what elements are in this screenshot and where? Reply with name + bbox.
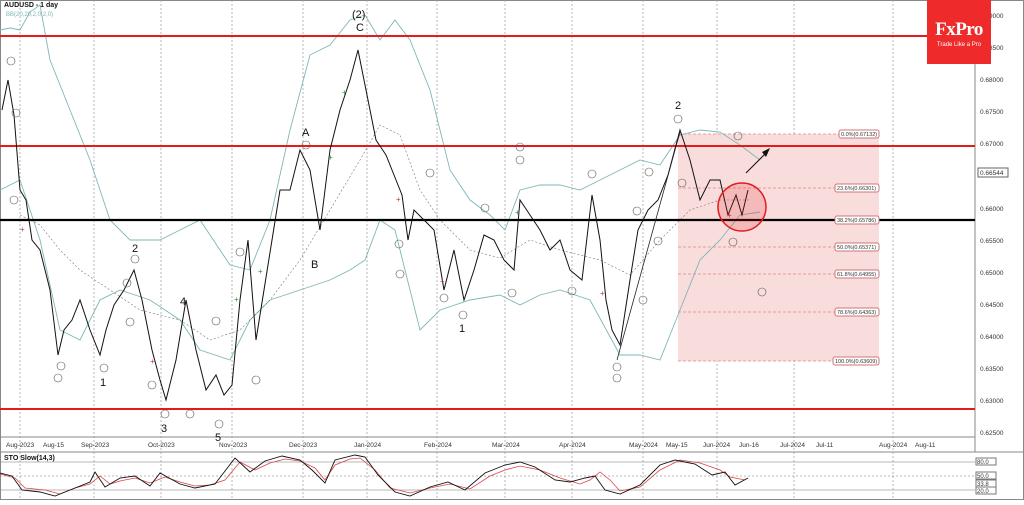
svg-text:May-15: May-15: [666, 442, 688, 449]
fib-level-labels: 0.0%(0.67132) 23.6%(0.66301) 38.2%(0.657…: [832, 129, 880, 366]
svg-text:Aug-2024: Aug-2024: [879, 442, 908, 449]
svg-text:0.69000: 0.69000: [980, 13, 1004, 20]
svg-text:78.6%(0.64363): 78.6%(0.64363): [837, 310, 876, 316]
svg-text:0.65000: 0.65000: [980, 270, 1004, 277]
svg-text:B: B: [311, 259, 318, 271]
svg-text:0.65500: 0.65500: [980, 238, 1004, 245]
arrow-head-icon: [762, 148, 770, 157]
svg-text:Apr-2024: Apr-2024: [559, 442, 586, 449]
candlestick-series: [1, 49, 749, 402]
buy-signal-icons: + + + + +: [234, 88, 520, 304]
svg-text:May-2024: May-2024: [629, 442, 658, 449]
logo-brand: FxPro: [935, 19, 983, 40]
svg-text:0.66000: 0.66000: [980, 206, 1004, 213]
svg-text:+: +: [515, 208, 520, 217]
current-price-badge: [977, 167, 1009, 178]
svg-text:+: +: [328, 153, 333, 162]
svg-text:Nov-2023: Nov-2023: [219, 442, 248, 449]
chart-title: AUDUSD - 1 day: [4, 2, 59, 9]
svg-text:A: A: [302, 127, 310, 139]
svg-text:+: +: [440, 277, 445, 286]
svg-text:0.63000: 0.63000: [980, 398, 1004, 405]
svg-text:Aug-2023: Aug-2023: [6, 442, 35, 449]
svg-text:0.62500: 0.62500: [980, 430, 1004, 437]
svg-text:0.63500: 0.63500: [980, 366, 1004, 373]
indicator-label: BB(20,20,2,0,2,0): [6, 12, 54, 18]
svg-text:33.8: 33.8: [977, 482, 989, 488]
svg-text:0.67000: 0.67000: [980, 141, 1004, 148]
svg-text:2: 2: [132, 243, 138, 255]
date-gridlines: [19, 0, 894, 500]
svg-text:0.66544: 0.66544: [980, 170, 1004, 177]
svg-text:Jul-11: Jul-11: [816, 442, 834, 449]
svg-text:Oct-2023: Oct-2023: [148, 442, 175, 449]
svg-text:1: 1: [100, 377, 106, 389]
wave-lines: [616, 131, 681, 361]
sell-signal-icons: + + + + + +: [20, 195, 732, 366]
svg-text:0.68000: 0.68000: [980, 77, 1004, 84]
svg-text:0.0%(0.67132): 0.0%(0.67132): [841, 132, 877, 138]
fxpro-logo: FxPro Trade Like a Pro: [927, 0, 991, 64]
svg-text:+: +: [727, 211, 732, 220]
svg-text:+: +: [20, 225, 25, 234]
svg-text:Feb-2024: Feb-2024: [424, 442, 452, 449]
svg-text:23.6%(0.66301): 23.6%(0.66301): [837, 186, 876, 192]
svg-text:50.0%(0.65371): 50.0%(0.65371): [837, 245, 876, 251]
svg-text:0.68500: 0.68500: [980, 45, 1004, 52]
trend-arrow: [745, 152, 767, 174]
svg-text:Mar-2024: Mar-2024: [492, 442, 520, 449]
focus-circle: [717, 182, 767, 232]
svg-text:20.0: 20.0: [977, 489, 989, 495]
wave-labels: (2)C A B 2 4 1 3 5 1 2: [100, 9, 681, 444]
svg-text:100.0%(0.63609): 100.0%(0.63609): [835, 359, 877, 365]
svg-text:0.64000: 0.64000: [980, 334, 1004, 341]
svg-text:38.2%(0.65786): 38.2%(0.65786): [837, 218, 876, 224]
svg-text:0.67500: 0.67500: [980, 109, 1004, 116]
svg-text:Dec-2023: Dec-2023: [289, 442, 318, 449]
svg-text:C: C: [356, 22, 364, 34]
oscillator-title: STO Slow(14,3): [4, 455, 55, 462]
svg-text:+: +: [342, 88, 347, 97]
svg-text:Jun-2024: Jun-2024: [703, 442, 730, 449]
sub-wave-labels: [6, 56, 767, 429]
svg-text:+: +: [150, 357, 155, 366]
svg-text:Jan-2024: Jan-2024: [354, 442, 381, 449]
svg-text:+: +: [396, 195, 401, 204]
svg-text:61.8%(0.64955): 61.8%(0.64955): [837, 272, 876, 278]
svg-text:+: +: [258, 267, 263, 276]
svg-text:Sep-2023: Sep-2023: [81, 442, 110, 449]
svg-text:(2): (2): [352, 9, 365, 21]
svg-text:Jun-16: Jun-16: [739, 442, 759, 449]
svg-text:50.0: 50.0: [977, 474, 989, 480]
svg-text:Jul-2024: Jul-2024: [780, 442, 805, 449]
stochastic-panel: 80.0 50.0 33.8 20.0: [0, 454, 997, 497]
svg-text:1: 1: [459, 323, 465, 335]
svg-text:80.0: 80.0: [977, 460, 989, 466]
svg-text:+: +: [600, 289, 605, 298]
date-axis: Aug-2023 Aug-15 Sep-2023 Oct-2023 Nov-20…: [6, 442, 936, 449]
svg-text:+: +: [234, 295, 239, 304]
logo-tagline: Trade Like a Pro: [936, 42, 982, 48]
svg-text:5: 5: [215, 432, 221, 444]
svg-text:2: 2: [675, 100, 681, 112]
svg-text:Aug-15: Aug-15: [43, 442, 64, 449]
price-axis: 0.69000 0.68500 0.68000 0.67500 0.67000 …: [977, 13, 1009, 437]
svg-text:4: 4: [180, 296, 186, 308]
svg-text:0.64500: 0.64500: [980, 302, 1004, 309]
svg-text:Aug-11: Aug-11: [915, 442, 936, 449]
svg-text:3: 3: [161, 423, 167, 435]
